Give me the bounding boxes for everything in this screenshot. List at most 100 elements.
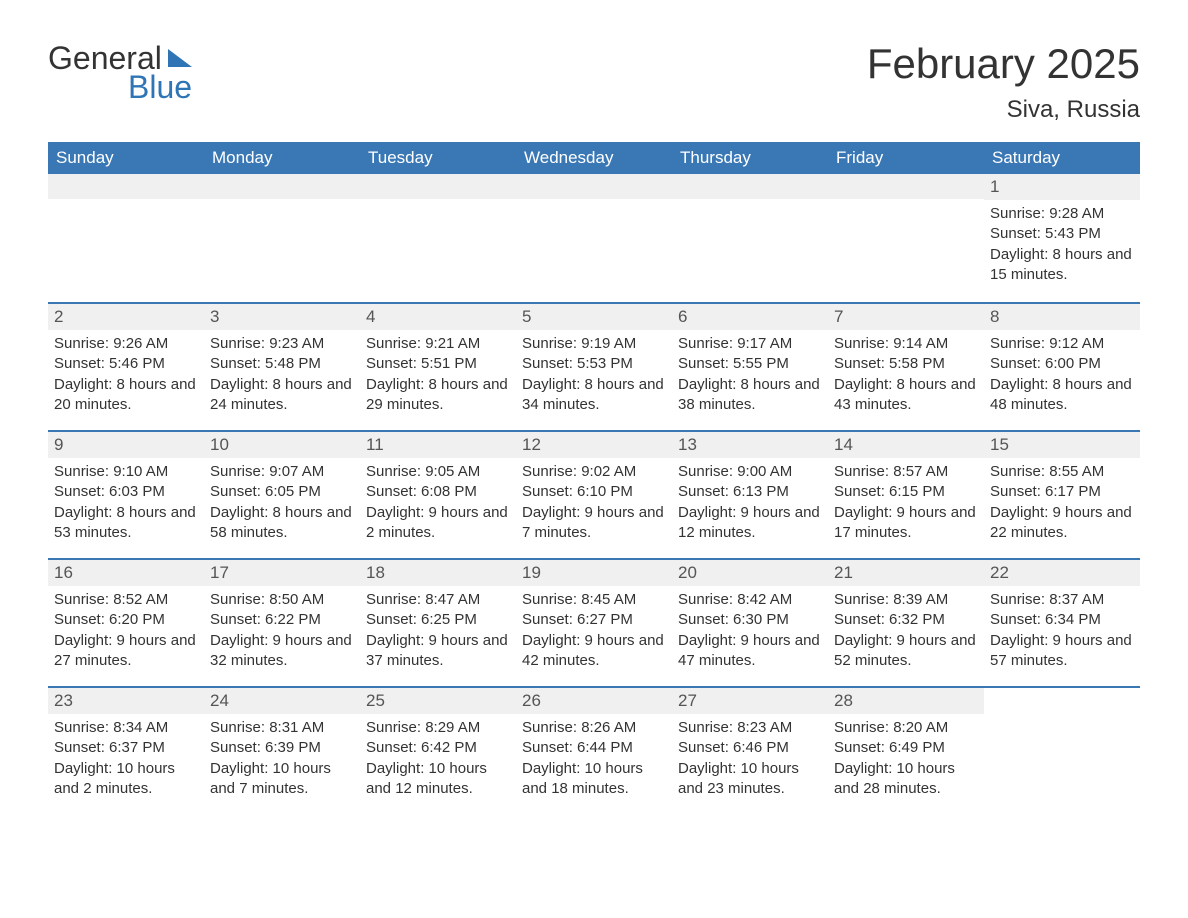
sunset-text: Sunset: 6:03 PM — [54, 482, 198, 502]
daylight-text: Daylight: 9 hours and 57 minutes. — [990, 631, 1134, 672]
day-number: 27 — [672, 688, 828, 714]
day-content: Sunrise: 9:10 AMSunset: 6:03 PMDaylight:… — [48, 458, 204, 553]
daylight-text: Daylight: 10 hours and 12 minutes. — [366, 759, 510, 800]
sunset-text: Sunset: 6:39 PM — [210, 738, 354, 758]
day-cell — [360, 174, 516, 302]
sunset-text: Sunset: 5:46 PM — [54, 354, 198, 374]
day-cell — [828, 174, 984, 302]
daylight-text: Daylight: 10 hours and 2 minutes. — [54, 759, 198, 800]
daylight-text: Daylight: 9 hours and 7 minutes. — [522, 503, 666, 544]
day-content: Sunrise: 8:52 AMSunset: 6:20 PMDaylight:… — [48, 586, 204, 681]
day-number: 9 — [48, 432, 204, 458]
weekday-header: Wednesday — [516, 142, 672, 174]
daylight-text: Daylight: 10 hours and 7 minutes. — [210, 759, 354, 800]
day-number: 1 — [984, 174, 1140, 200]
day-number: 15 — [984, 432, 1140, 458]
day-content: Sunrise: 8:39 AMSunset: 6:32 PMDaylight:… — [828, 586, 984, 681]
day-content: Sunrise: 8:29 AMSunset: 6:42 PMDaylight:… — [360, 714, 516, 809]
calendar: SundayMondayTuesdayWednesdayThursdayFrid… — [48, 142, 1140, 814]
day-cell: 2Sunrise: 9:26 AMSunset: 5:46 PMDaylight… — [48, 304, 204, 430]
day-cell: 10Sunrise: 9:07 AMSunset: 6:05 PMDayligh… — [204, 432, 360, 558]
day-number — [204, 174, 360, 199]
day-number: 7 — [828, 304, 984, 330]
day-content: Sunrise: 8:55 AMSunset: 6:17 PMDaylight:… — [984, 458, 1140, 553]
sunset-text: Sunset: 5:48 PM — [210, 354, 354, 374]
day-cell — [984, 688, 1140, 814]
day-content: Sunrise: 8:34 AMSunset: 6:37 PMDaylight:… — [48, 714, 204, 809]
daylight-text: Daylight: 8 hours and 38 minutes. — [678, 375, 822, 416]
sunset-text: Sunset: 6:10 PM — [522, 482, 666, 502]
daylight-text: Daylight: 9 hours and 17 minutes. — [834, 503, 978, 544]
day-number: 18 — [360, 560, 516, 586]
day-content: Sunrise: 8:45 AMSunset: 6:27 PMDaylight:… — [516, 586, 672, 681]
day-content: Sunrise: 9:07 AMSunset: 6:05 PMDaylight:… — [204, 458, 360, 553]
sunrise-text: Sunrise: 8:26 AM — [522, 718, 666, 738]
day-cell: 25Sunrise: 8:29 AMSunset: 6:42 PMDayligh… — [360, 688, 516, 814]
day-content: Sunrise: 9:12 AMSunset: 6:00 PMDaylight:… — [984, 330, 1140, 425]
day-cell: 21Sunrise: 8:39 AMSunset: 6:32 PMDayligh… — [828, 560, 984, 686]
daylight-text: Daylight: 8 hours and 29 minutes. — [366, 375, 510, 416]
day-number: 10 — [204, 432, 360, 458]
sunset-text: Sunset: 5:51 PM — [366, 354, 510, 374]
sunset-text: Sunset: 6:22 PM — [210, 610, 354, 630]
weekday-header: Saturday — [984, 142, 1140, 174]
sunset-text: Sunset: 6:00 PM — [990, 354, 1134, 374]
daylight-text: Daylight: 8 hours and 20 minutes. — [54, 375, 198, 416]
sunrise-text: Sunrise: 9:05 AM — [366, 462, 510, 482]
day-number: 24 — [204, 688, 360, 714]
day-cell: 9Sunrise: 9:10 AMSunset: 6:03 PMDaylight… — [48, 432, 204, 558]
sunset-text: Sunset: 6:17 PM — [990, 482, 1134, 502]
day-cell: 22Sunrise: 8:37 AMSunset: 6:34 PMDayligh… — [984, 560, 1140, 686]
day-cell: 11Sunrise: 9:05 AMSunset: 6:08 PMDayligh… — [360, 432, 516, 558]
day-cell — [672, 174, 828, 302]
day-cell — [204, 174, 360, 302]
daylight-text: Daylight: 8 hours and 24 minutes. — [210, 375, 354, 416]
day-cell: 16Sunrise: 8:52 AMSunset: 6:20 PMDayligh… — [48, 560, 204, 686]
daylight-text: Daylight: 8 hours and 58 minutes. — [210, 503, 354, 544]
sunrise-text: Sunrise: 8:39 AM — [834, 590, 978, 610]
sunrise-text: Sunrise: 8:55 AM — [990, 462, 1134, 482]
day-cell: 20Sunrise: 8:42 AMSunset: 6:30 PMDayligh… — [672, 560, 828, 686]
day-cell: 19Sunrise: 8:45 AMSunset: 6:27 PMDayligh… — [516, 560, 672, 686]
daylight-text: Daylight: 9 hours and 52 minutes. — [834, 631, 978, 672]
sunrise-text: Sunrise: 8:52 AM — [54, 590, 198, 610]
day-cell: 5Sunrise: 9:19 AMSunset: 5:53 PMDaylight… — [516, 304, 672, 430]
day-content: Sunrise: 9:26 AMSunset: 5:46 PMDaylight:… — [48, 330, 204, 425]
day-number: 21 — [828, 560, 984, 586]
sunset-text: Sunset: 5:43 PM — [990, 224, 1134, 244]
day-number: 12 — [516, 432, 672, 458]
sunrise-text: Sunrise: 8:29 AM — [366, 718, 510, 738]
day-content: Sunrise: 9:02 AMSunset: 6:10 PMDaylight:… — [516, 458, 672, 553]
day-cell: 12Sunrise: 9:02 AMSunset: 6:10 PMDayligh… — [516, 432, 672, 558]
sunset-text: Sunset: 6:05 PM — [210, 482, 354, 502]
day-cell: 6Sunrise: 9:17 AMSunset: 5:55 PMDaylight… — [672, 304, 828, 430]
day-content: Sunrise: 8:26 AMSunset: 6:44 PMDaylight:… — [516, 714, 672, 809]
sunrise-text: Sunrise: 9:12 AM — [990, 334, 1134, 354]
day-cell — [48, 174, 204, 302]
week-row: 2Sunrise: 9:26 AMSunset: 5:46 PMDaylight… — [48, 302, 1140, 430]
daylight-text: Daylight: 9 hours and 47 minutes. — [678, 631, 822, 672]
day-number: 14 — [828, 432, 984, 458]
day-number — [516, 174, 672, 199]
day-content: Sunrise: 8:20 AMSunset: 6:49 PMDaylight:… — [828, 714, 984, 809]
day-content: Sunrise: 8:47 AMSunset: 6:25 PMDaylight:… — [360, 586, 516, 681]
day-content: Sunrise: 9:17 AMSunset: 5:55 PMDaylight:… — [672, 330, 828, 425]
day-content: Sunrise: 9:21 AMSunset: 5:51 PMDaylight:… — [360, 330, 516, 425]
logo: General Blue — [48, 40, 192, 106]
sunrise-text: Sunrise: 8:37 AM — [990, 590, 1134, 610]
sunrise-text: Sunrise: 9:07 AM — [210, 462, 354, 482]
sunset-text: Sunset: 6:49 PM — [834, 738, 978, 758]
day-number: 2 — [48, 304, 204, 330]
daylight-text: Daylight: 9 hours and 12 minutes. — [678, 503, 822, 544]
day-number: 4 — [360, 304, 516, 330]
day-cell: 27Sunrise: 8:23 AMSunset: 6:46 PMDayligh… — [672, 688, 828, 814]
daylight-text: Daylight: 9 hours and 2 minutes. — [366, 503, 510, 544]
sunrise-text: Sunrise: 8:34 AM — [54, 718, 198, 738]
day-cell: 23Sunrise: 8:34 AMSunset: 6:37 PMDayligh… — [48, 688, 204, 814]
sunrise-text: Sunrise: 8:57 AM — [834, 462, 978, 482]
sunset-text: Sunset: 6:32 PM — [834, 610, 978, 630]
sunset-text: Sunset: 5:53 PM — [522, 354, 666, 374]
day-cell: 28Sunrise: 8:20 AMSunset: 6:49 PMDayligh… — [828, 688, 984, 814]
daylight-text: Daylight: 9 hours and 22 minutes. — [990, 503, 1134, 544]
daylight-text: Daylight: 8 hours and 43 minutes. — [834, 375, 978, 416]
